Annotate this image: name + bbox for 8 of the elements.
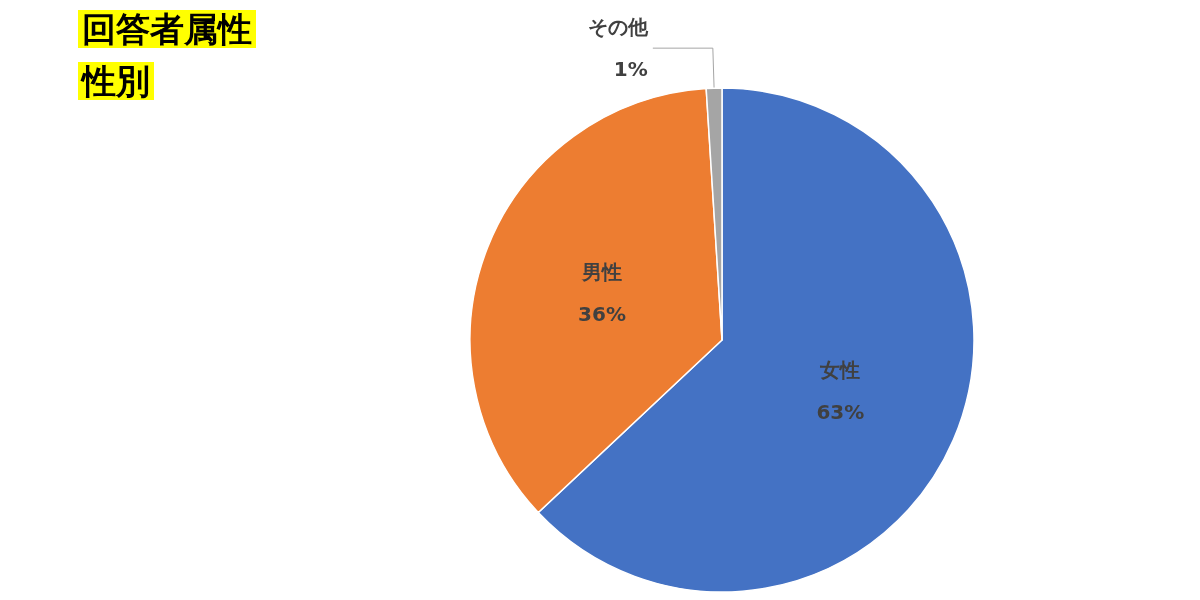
data-label: 36% xyxy=(578,301,626,326)
slice-label: その他 xyxy=(587,15,649,40)
text: 回答者属性 xyxy=(82,9,252,49)
data-label: 1% xyxy=(613,57,648,82)
data-label: 63% xyxy=(816,400,865,425)
slice-label: 女性 xyxy=(819,358,861,383)
text: 性別 xyxy=(80,61,150,101)
slice-label: 男性 xyxy=(581,259,623,284)
